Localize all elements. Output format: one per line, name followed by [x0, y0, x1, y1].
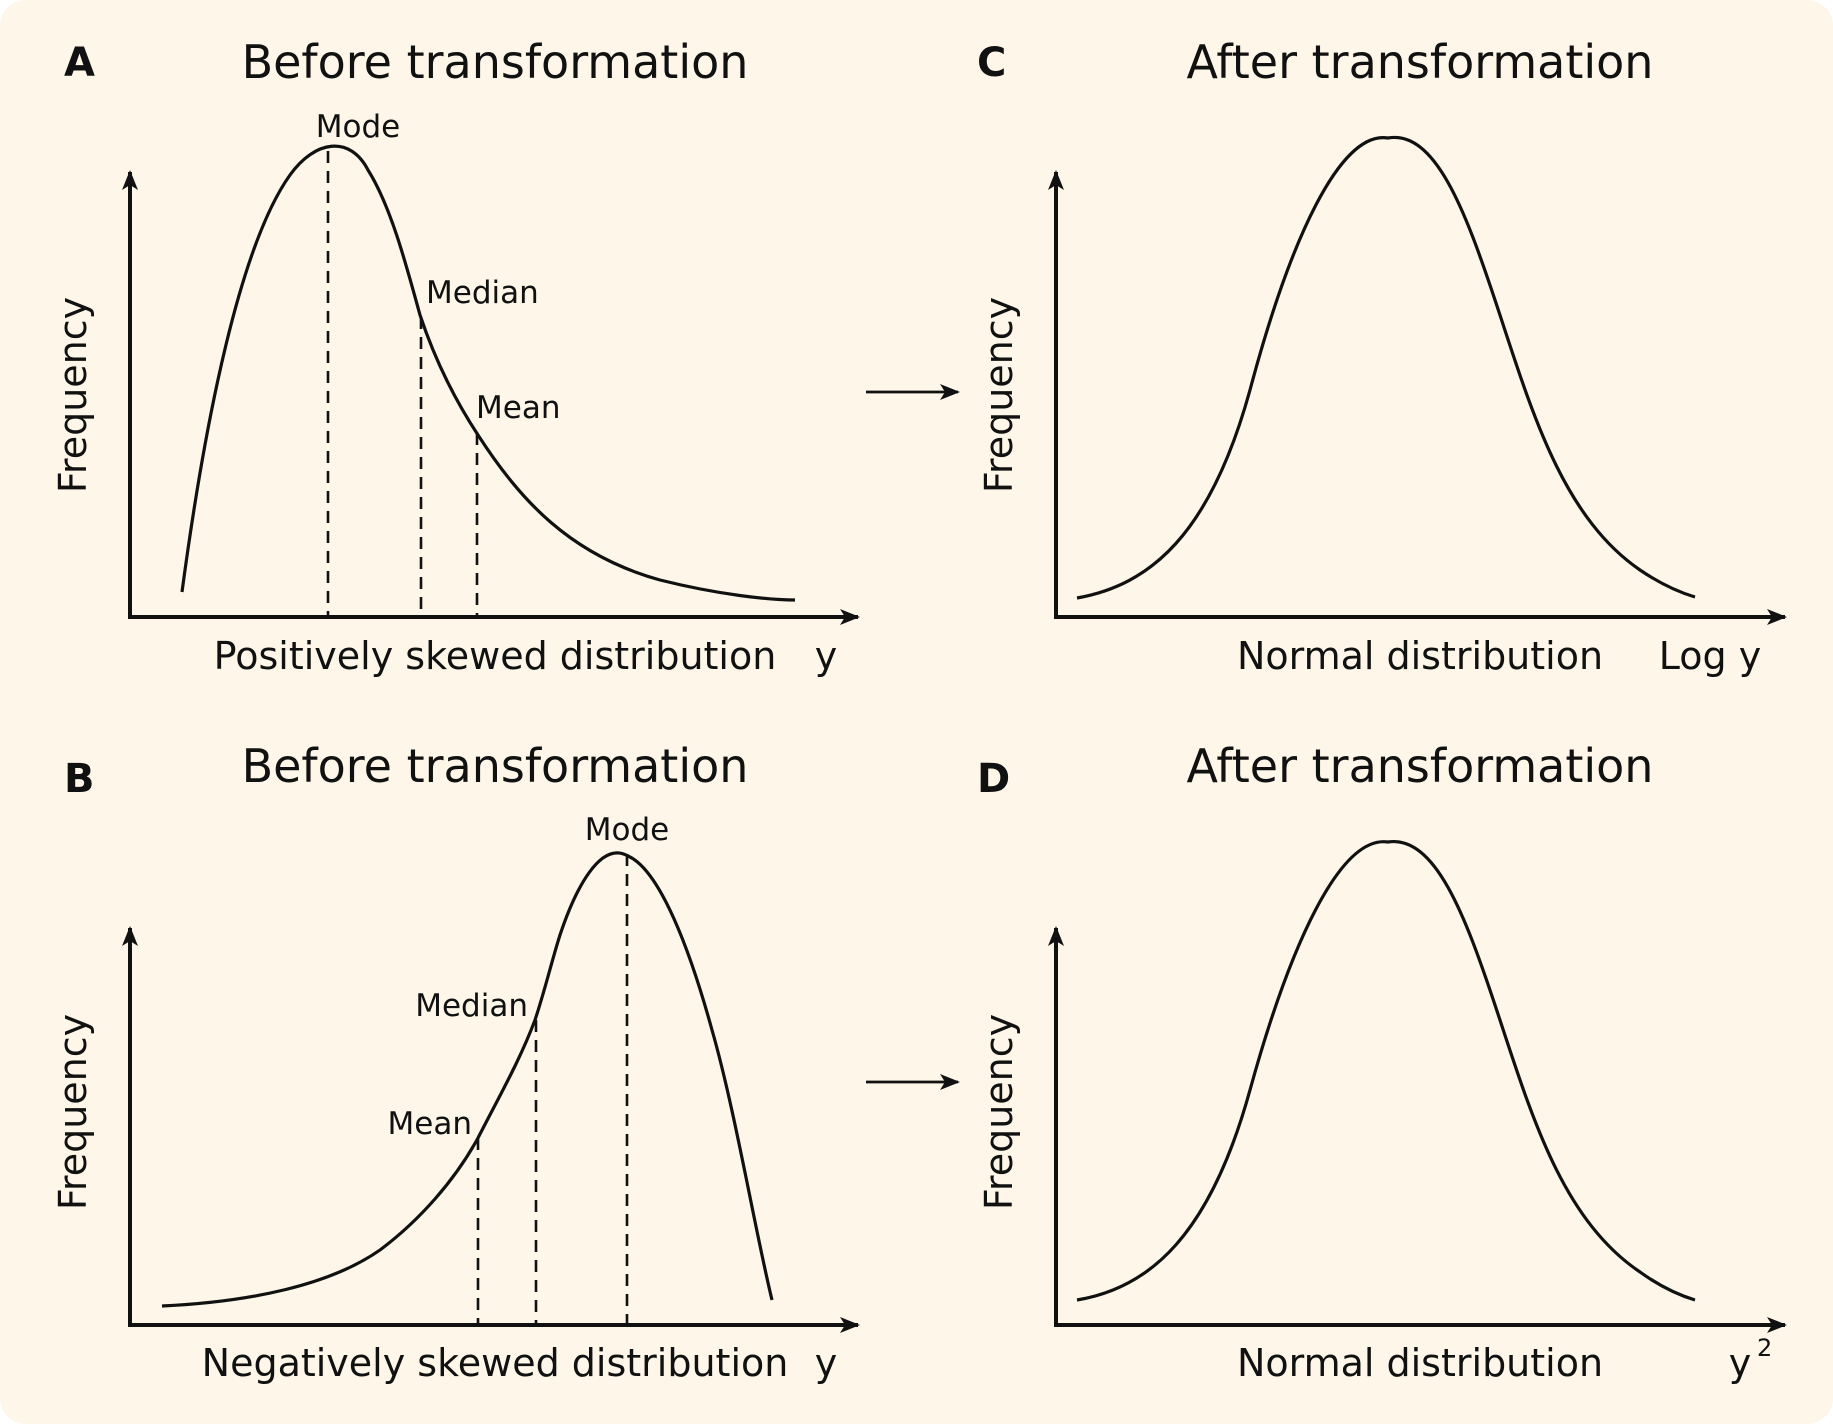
panel-d-x-unit: y — [1729, 1341, 1752, 1385]
panel-b-x-label: Negatively skewed distribution — [202, 1341, 789, 1385]
panel-b-distribution-curve — [161, 851, 774, 1308]
panel-c-y-label: Frequency — [977, 297, 1021, 493]
panel-a: A Before transformation Frequency Positi… — [51, 35, 860, 678]
panel-a-mode-label: Mode — [316, 109, 400, 145]
panel-b-letter: B — [64, 756, 95, 802]
panel-b-mean-label: Mean — [388, 1106, 472, 1142]
panel-c-normal-curve — [1076, 135, 1696, 600]
panel-d-letter: D — [977, 756, 1010, 802]
panel-c-title: After transformation — [1187, 35, 1654, 89]
panel-d-x-unit-exponent: 2 — [1757, 1334, 1772, 1362]
panel-a-distribution-curve — [180, 144, 796, 602]
panel-c-x-unit: Log y — [1659, 634, 1761, 678]
panel-a-x-label: Positively skewed distribution — [214, 634, 777, 678]
panel-a-y-label: Frequency — [51, 297, 95, 493]
panel-b-y-label: Frequency — [51, 1014, 95, 1210]
panel-c-letter: C — [977, 40, 1006, 86]
panel-a-median-label: Median — [426, 275, 539, 311]
panel-d-normal-curve — [1076, 840, 1696, 1302]
panel-a-title: Before transformation — [242, 35, 749, 89]
panel-d: D After transformation Frequency Normal … — [977, 739, 1787, 1385]
panel-b-mode-label: Mode — [585, 812, 669, 848]
panel-b-x-unit: y — [815, 1341, 838, 1385]
panel-c: C After transformation Frequency Normal … — [977, 35, 1787, 678]
panel-b: B Before transformation Frequency Negati… — [51, 739, 860, 1385]
panel-a-mean-label: Mean — [476, 390, 560, 426]
panel-d-y-label: Frequency — [977, 1014, 1021, 1210]
panel-a-letter: A — [64, 40, 95, 86]
panel-d-x-label: Normal distribution — [1237, 1341, 1603, 1385]
panel-c-x-label: Normal distribution — [1237, 634, 1603, 678]
panel-a-x-unit: y — [815, 634, 838, 678]
panel-d-title: After transformation — [1187, 739, 1654, 793]
panel-b-title: Before transformation — [242, 739, 749, 793]
panel-b-median-label: Median — [415, 988, 528, 1024]
